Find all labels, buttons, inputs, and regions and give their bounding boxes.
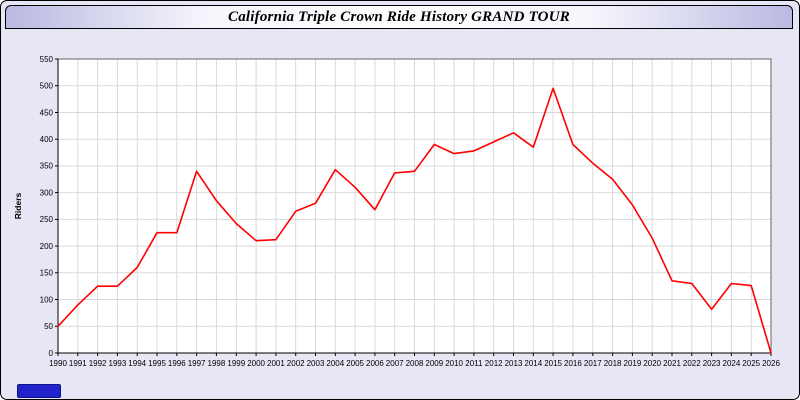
svg-text:2006: 2006	[366, 359, 384, 368]
svg-text:2001: 2001	[267, 359, 285, 368]
chart-title: California Triple Crown Ride History GRA…	[228, 8, 570, 25]
svg-text:2022: 2022	[683, 359, 701, 368]
svg-text:2007: 2007	[386, 359, 404, 368]
svg-text:2026: 2026	[762, 359, 780, 368]
svg-text:2021: 2021	[663, 359, 681, 368]
svg-text:2025: 2025	[742, 359, 760, 368]
svg-text:300: 300	[40, 188, 54, 197]
svg-text:2016: 2016	[564, 359, 582, 368]
svg-text:1992: 1992	[89, 359, 107, 368]
svg-text:Riders: Riders	[13, 193, 23, 220]
svg-text:2013: 2013	[505, 359, 523, 368]
svg-text:2003: 2003	[307, 359, 325, 368]
svg-text:100: 100	[40, 295, 54, 304]
svg-text:2023: 2023	[703, 359, 721, 368]
svg-text:1993: 1993	[109, 359, 127, 368]
svg-text:50: 50	[44, 322, 53, 331]
svg-text:2005: 2005	[346, 359, 364, 368]
riders-line-chart: 0 50 100 150 200 250 300 350 400 450 500 550 1990 199…	[9, 49, 793, 379]
svg-text:2010: 2010	[445, 359, 463, 368]
svg-text:2018: 2018	[604, 359, 622, 368]
svg-text:2004: 2004	[326, 359, 344, 368]
svg-text:2019: 2019	[624, 359, 642, 368]
svg-text:1995: 1995	[148, 359, 166, 368]
svg-text:150: 150	[40, 269, 54, 278]
svg-text:1999: 1999	[227, 359, 245, 368]
svg-text:350: 350	[40, 162, 54, 171]
svg-text:2017: 2017	[584, 359, 602, 368]
svg-text:2000: 2000	[247, 359, 265, 368]
svg-text:1998: 1998	[208, 359, 226, 368]
svg-text:1997: 1997	[188, 359, 206, 368]
svg-text:2024: 2024	[723, 359, 741, 368]
svg-text:500: 500	[40, 82, 54, 91]
svg-text:0: 0	[49, 349, 54, 358]
svg-text:250: 250	[40, 215, 54, 224]
svg-text:1996: 1996	[168, 359, 186, 368]
bottom-left-blue-button[interactable]	[17, 384, 61, 398]
svg-text:1990: 1990	[49, 359, 67, 368]
svg-text:1991: 1991	[69, 359, 87, 368]
svg-text:2020: 2020	[643, 359, 661, 368]
svg-text:450: 450	[40, 108, 54, 117]
svg-text:2012: 2012	[485, 359, 503, 368]
svg-text:2014: 2014	[524, 359, 542, 368]
svg-text:2009: 2009	[425, 359, 443, 368]
svg-text:400: 400	[40, 135, 54, 144]
svg-text:1994: 1994	[128, 359, 146, 368]
svg-text:200: 200	[40, 242, 54, 251]
svg-text:550: 550	[40, 55, 54, 64]
svg-text:2002: 2002	[287, 359, 305, 368]
svg-text:2008: 2008	[406, 359, 424, 368]
svg-text:2015: 2015	[544, 359, 562, 368]
window-titlebar: California Triple Crown Ride History GRA…	[5, 5, 793, 29]
svg-text:2011: 2011	[465, 359, 483, 368]
